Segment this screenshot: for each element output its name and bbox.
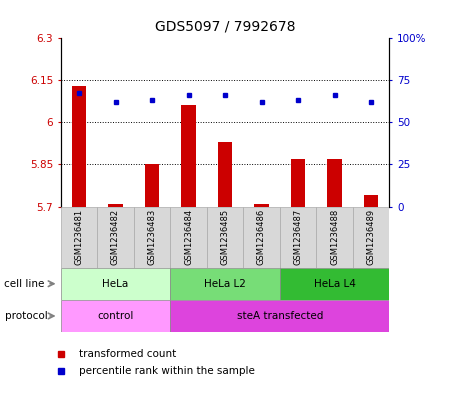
Bar <box>61 300 170 332</box>
Bar <box>291 159 305 207</box>
Text: GSM1236484: GSM1236484 <box>184 209 193 265</box>
Bar <box>181 105 196 207</box>
Bar <box>207 207 243 268</box>
Text: transformed count: transformed count <box>79 349 176 359</box>
Text: GSM1236488: GSM1236488 <box>330 209 339 265</box>
Text: cell line: cell line <box>4 279 45 289</box>
Bar <box>280 207 316 268</box>
Text: GSM1236489: GSM1236489 <box>366 209 375 265</box>
Bar <box>72 86 86 207</box>
Bar <box>61 268 170 300</box>
Text: GSM1236482: GSM1236482 <box>111 209 120 265</box>
Bar <box>243 207 280 268</box>
Bar <box>134 207 170 268</box>
Text: HeLa: HeLa <box>103 279 129 289</box>
Bar <box>145 164 159 207</box>
Bar <box>170 300 389 332</box>
Bar <box>108 204 123 207</box>
Bar <box>61 207 97 268</box>
Text: steA transfected: steA transfected <box>237 311 323 321</box>
Text: GSM1236485: GSM1236485 <box>220 209 230 265</box>
Text: control: control <box>97 311 134 321</box>
Text: GSM1236487: GSM1236487 <box>293 209 302 265</box>
Bar <box>316 207 353 268</box>
Text: percentile rank within the sample: percentile rank within the sample <box>79 366 255 376</box>
Text: GSM1236481: GSM1236481 <box>75 209 84 265</box>
Text: HeLa L4: HeLa L4 <box>314 279 356 289</box>
Bar <box>170 268 280 300</box>
Bar <box>353 207 389 268</box>
Bar <box>218 142 232 207</box>
Bar <box>280 268 389 300</box>
Bar <box>97 207 134 268</box>
Bar <box>254 204 269 207</box>
Bar <box>327 159 342 207</box>
Title: GDS5097 / 7992678: GDS5097 / 7992678 <box>155 20 295 34</box>
Bar <box>170 207 207 268</box>
Text: GSM1236486: GSM1236486 <box>257 209 266 265</box>
Bar <box>364 195 378 207</box>
Text: protocol: protocol <box>4 311 47 321</box>
Text: HeLa L2: HeLa L2 <box>204 279 246 289</box>
Text: GSM1236483: GSM1236483 <box>148 209 157 265</box>
